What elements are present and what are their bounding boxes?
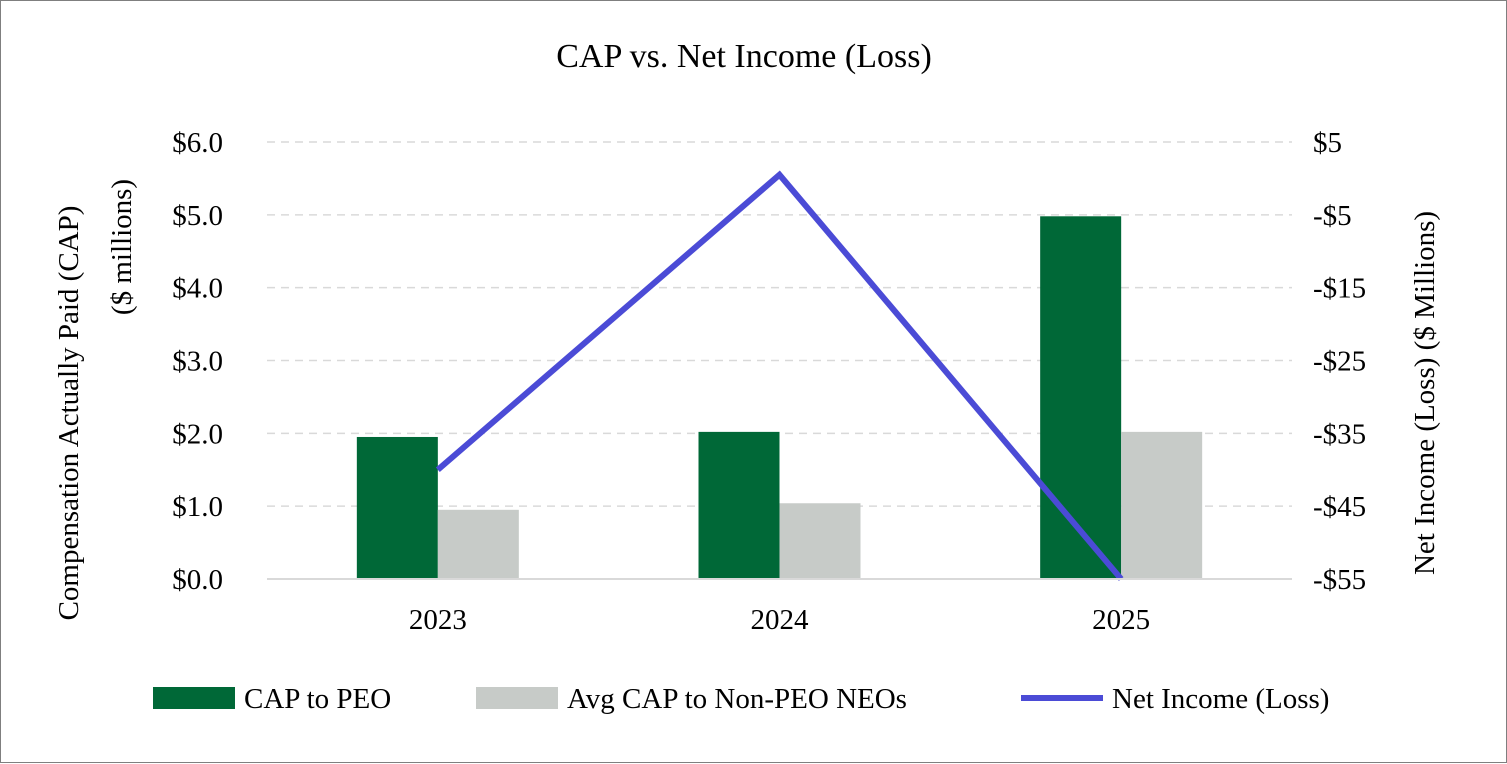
y2-tick-label: -$45 bbox=[1313, 491, 1366, 523]
y-tick-label: $0.0 bbox=[172, 564, 223, 596]
y-tick-label: $5.0 bbox=[172, 200, 223, 232]
y2-axis-title: Net Income (Loss) ($ Millions) bbox=[1409, 211, 1441, 575]
y-tick-label: $2.0 bbox=[172, 418, 223, 450]
legend-label-cap-to-peo: CAP to PEO bbox=[244, 683, 391, 715]
chart-title: CAP vs. Net Income (Loss) bbox=[556, 38, 932, 75]
y-tick-label: $6.0 bbox=[172, 127, 223, 159]
y2-tick-label: $5 bbox=[1313, 127, 1342, 159]
x-tick-label: 2024 bbox=[751, 604, 810, 636]
y2-axis-ticks: -$55 -$45 -$35 -$25 -$15 -$5 $5 bbox=[1313, 127, 1366, 596]
y-axis-ticks: $0.0 $1.0 $2.0 $3.0 $4.0 $5.0 $6.0 bbox=[172, 127, 223, 596]
bar-avg-cap-to-non-peo-neos-2024 bbox=[780, 503, 861, 579]
y2-tick-label: -$55 bbox=[1313, 564, 1366, 596]
legend-label-net-income: Net Income (Loss) bbox=[1112, 683, 1329, 715]
bar-cap-to-peo-2023 bbox=[357, 437, 438, 579]
legend-label-avg-cap-non-peo: Avg CAP to Non-PEO NEOs bbox=[567, 683, 907, 715]
bar-avg-cap-to-non-peo-neos-2025 bbox=[1121, 432, 1202, 579]
y2-tick-label: -$5 bbox=[1313, 200, 1352, 232]
legend-swatch-cap-to-peo bbox=[153, 687, 235, 709]
bar-cap-to-peo-2025 bbox=[1040, 216, 1121, 579]
y-tick-label: $1.0 bbox=[172, 491, 223, 523]
x-tick-label: 2023 bbox=[409, 604, 467, 636]
x-axis-ticks: 2023 2024 2025 bbox=[409, 604, 1150, 636]
y2-tick-label: -$25 bbox=[1313, 346, 1366, 378]
y-axis-title-line1: Compensation Actually Paid (CAP) bbox=[53, 206, 85, 621]
legend: CAP to PEO Avg CAP to Non-PEO NEOs Net I… bbox=[153, 683, 1329, 715]
y2-tick-label: -$35 bbox=[1313, 418, 1366, 450]
y-tick-label: $4.0 bbox=[172, 273, 223, 305]
y-tick-label: $3.0 bbox=[172, 346, 223, 378]
x-tick-label: 2025 bbox=[1092, 604, 1150, 636]
y2-tick-label: -$15 bbox=[1313, 273, 1366, 305]
bar-cap-to-peo-2024 bbox=[699, 432, 780, 579]
y-axis-title-line2: ($ millions) bbox=[106, 179, 138, 315]
legend-swatch-avg-cap-non-peo bbox=[476, 687, 558, 709]
bar-avg-cap-to-non-peo-neos-2023 bbox=[438, 510, 519, 579]
